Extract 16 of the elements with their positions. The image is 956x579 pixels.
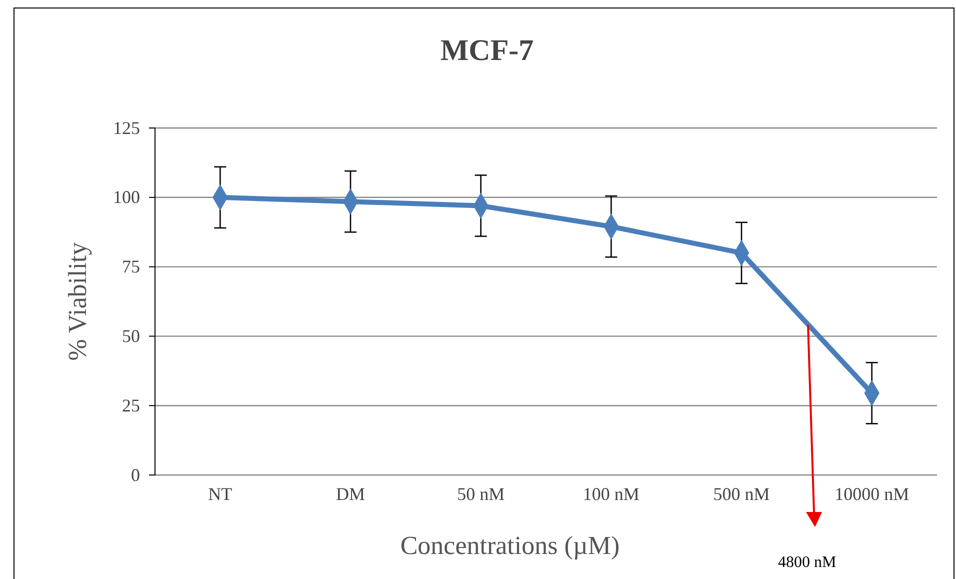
x-tick-label: 500 nM — [713, 484, 770, 504]
chart-title: MCF-7 — [440, 34, 534, 67]
y-tick-label: 50 — [122, 326, 140, 346]
y-tick-label: 0 — [131, 464, 140, 485]
y-axis-title: % Viability — [63, 242, 92, 361]
x-tick-label: 100 nM — [582, 484, 640, 504]
y-tick-label: 125 — [113, 118, 140, 138]
x-tick-label: 50 nM — [457, 484, 505, 504]
x-tick-label: NT — [208, 484, 232, 504]
y-tick-label: 25 — [122, 395, 140, 416]
x-tick-label: 10000 nM — [834, 484, 910, 504]
y-tick-label: 75 — [122, 256, 140, 277]
x-tick-label: DM — [336, 484, 366, 504]
text: 4800 nM — [778, 554, 836, 571]
y-tick-label: 100 — [113, 187, 140, 208]
x-axis-title: Concentrations (µM) — [400, 531, 620, 560]
